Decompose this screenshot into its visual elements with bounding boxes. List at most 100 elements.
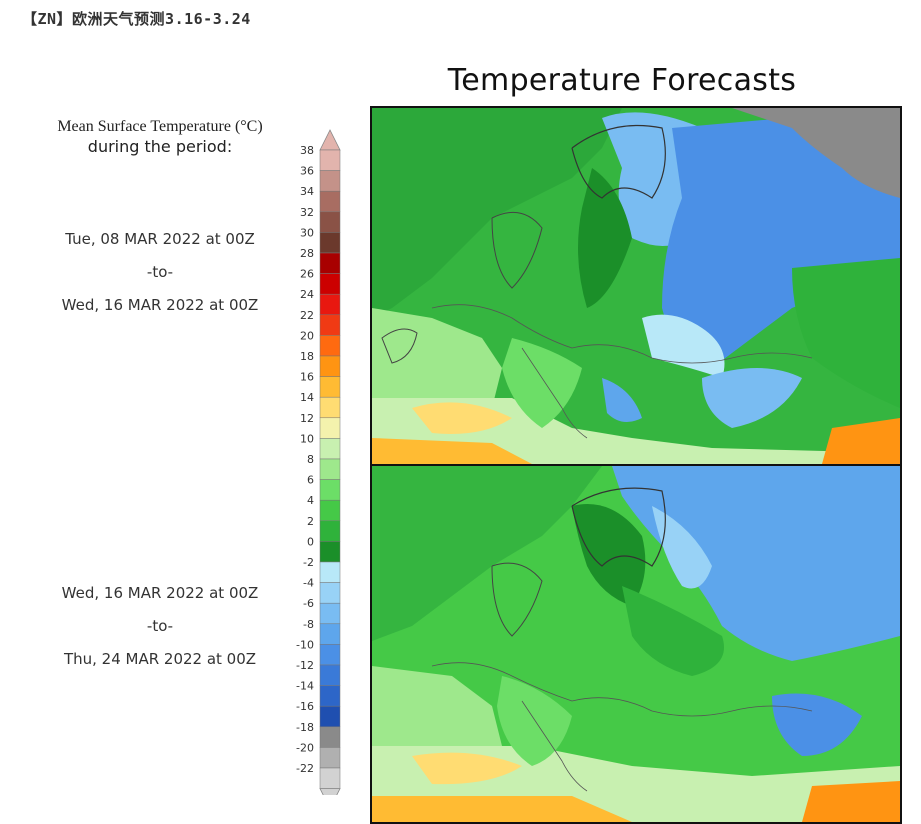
border-line (521, 700, 588, 792)
iberia-region (372, 308, 502, 408)
scale-swatch (319, 726, 341, 748)
scale-arrow-down (319, 788, 341, 795)
scale-tick-label: 34 (300, 185, 314, 198)
scale-swatch (319, 417, 341, 439)
scale-swatch (319, 376, 341, 398)
scale-tick-label: 8 (307, 453, 314, 466)
scale-tick-label: 30 (300, 226, 314, 239)
scale-swatch (319, 767, 341, 789)
scale-tick-label: -18 (296, 721, 314, 734)
border-line (521, 347, 588, 439)
central-europe (502, 338, 582, 428)
russia-cold (662, 108, 900, 368)
scale-swatch (319, 747, 341, 769)
sahara-warm (372, 796, 632, 822)
period-1-start: Tue, 08 MAR 2022 at 00Z (65, 230, 255, 248)
scale-swatch (319, 438, 341, 460)
scale-swatch (319, 149, 341, 171)
scale-tick-label: -16 (296, 700, 314, 713)
scale-swatch (319, 499, 341, 522)
arctic-very-cold (732, 108, 900, 198)
scale-tick-label: -2 (303, 556, 314, 569)
scale-tick-label: 18 (300, 350, 314, 363)
border-line (431, 662, 813, 717)
temperature-color-scale: 38363432302826242220181614121086420-2-4-… (296, 129, 341, 795)
scale-tick-label: 4 (307, 494, 314, 507)
scale-tick-label: -22 (296, 762, 314, 775)
baltic-region (578, 168, 632, 308)
scale-tick-label: 12 (300, 412, 314, 425)
coastline (381, 328, 418, 364)
scale-tick-label: -12 (296, 659, 314, 672)
scale-tick-label: 0 (307, 535, 314, 548)
scale-tick-label: 28 (300, 247, 314, 260)
border-line (431, 304, 813, 364)
scale-swatch (319, 314, 341, 336)
scale-swatch (319, 623, 341, 645)
chart-title: Temperature Forecasts (447, 63, 797, 98)
russia-cold (612, 466, 900, 661)
scale-swatch (319, 479, 341, 501)
eastern-europe (622, 586, 724, 676)
scale-swatch (319, 561, 341, 583)
scale-swatch (319, 541, 341, 563)
north-africa-warm (412, 402, 512, 434)
scale-swatch (319, 520, 341, 542)
coastline (491, 211, 543, 289)
atlantic-region (372, 108, 622, 318)
scale-tick-label: 20 (300, 329, 314, 342)
map-panel-period-2 (370, 464, 902, 824)
scale-swatch (319, 252, 341, 274)
scale-tick-label: 32 (300, 206, 314, 219)
coastline (491, 562, 543, 637)
caspian-region (792, 258, 900, 408)
north-africa-warm (412, 752, 522, 785)
scale-arrow-up (319, 129, 341, 151)
period-2-start: Wed, 16 MAR 2022 at 00Z (61, 584, 259, 602)
scale-tick-label: 10 (300, 432, 314, 445)
map-panel-period-1 (370, 106, 902, 466)
scale-tick-label: -20 (296, 741, 314, 754)
iberia-region (372, 666, 502, 756)
caucasus-cold (772, 693, 862, 756)
scale-tick-label: -8 (303, 618, 314, 631)
scale-tick-label: 16 (300, 371, 314, 384)
scandinavia-region (572, 504, 646, 606)
black-sea-region (702, 368, 802, 428)
scale-tick-label: 26 (300, 268, 314, 281)
finland-cool (652, 506, 712, 589)
scale-tick-label: -14 (296, 680, 314, 693)
scale-tick-label: -6 (303, 597, 314, 610)
scale-tick-label: 36 (300, 165, 314, 178)
period-1-separator: -to- (146, 263, 174, 281)
legend-title-line2: during the period: (87, 137, 233, 156)
balkans-cold (602, 378, 642, 422)
scale-tick-label: 24 (300, 288, 314, 301)
period-2-end: Thu, 24 MAR 2022 at 00Z (63, 650, 257, 668)
scale-swatch (319, 170, 341, 192)
middle-east-warm (822, 418, 900, 464)
period-2-separator: -to- (146, 617, 174, 635)
scale-swatch (319, 293, 341, 316)
scale-swatch (319, 396, 341, 419)
scale-tick-label: 14 (300, 391, 314, 404)
scale-tick-label: -4 (303, 577, 314, 590)
scale-swatch (319, 355, 341, 377)
scale-tick-label: 22 (300, 309, 314, 322)
scale-swatch (319, 705, 341, 728)
coastline (571, 487, 666, 567)
period-1-end: Wed, 16 MAR 2022 at 00Z (61, 296, 259, 314)
scale-swatch (319, 273, 341, 295)
atlantic-region (372, 466, 602, 641)
scale-swatch (319, 582, 341, 604)
page-title: 【ZN】欧洲天气预测3.16-3.24 (22, 10, 251, 28)
scale-swatch (319, 602, 341, 625)
legend-title-line1: Mean Surface Temperature (°C) (57, 118, 263, 135)
scale-swatch (319, 190, 341, 213)
middle-east-warm (802, 781, 900, 822)
scale-swatch (319, 335, 341, 357)
central-europe (497, 676, 572, 766)
legend-title: Mean Surface Temperature (°C) during the… (10, 118, 310, 156)
coastline (571, 125, 666, 199)
scale-swatch (319, 644, 341, 666)
